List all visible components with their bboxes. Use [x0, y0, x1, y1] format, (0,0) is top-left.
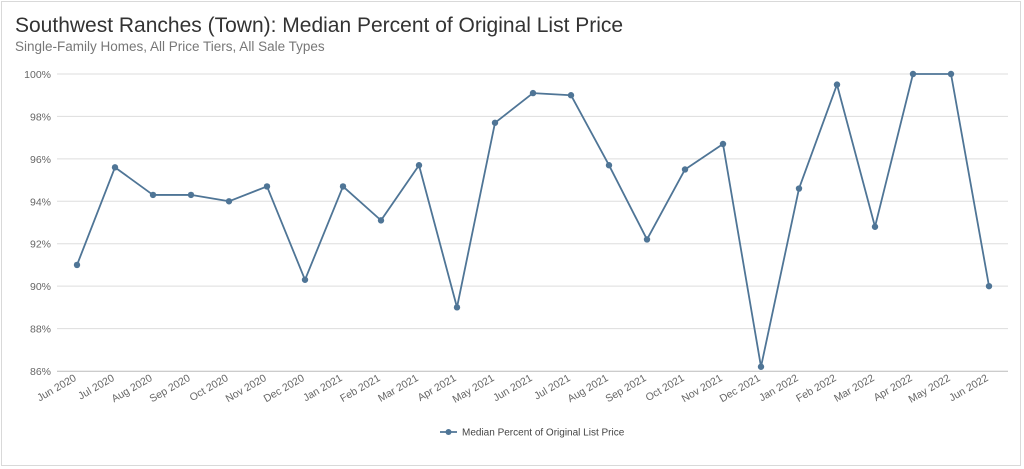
data-point	[377, 217, 385, 224]
y-tick-label: 94%	[30, 196, 51, 208]
legend-marker	[445, 429, 452, 435]
y-tick-label: 98%	[30, 111, 51, 123]
x-tick-label: Dec 2021	[718, 372, 763, 405]
x-tick-label: Aug 2021	[566, 372, 611, 405]
series-line	[76, 73, 990, 368]
data-point	[453, 304, 461, 311]
data-point	[947, 70, 955, 78]
data-point	[149, 191, 157, 199]
data-point	[795, 185, 803, 192]
data-point	[187, 191, 195, 199]
y-tick-label: 88%	[30, 324, 51, 336]
data-point	[871, 223, 879, 230]
data-point	[73, 261, 81, 269]
x-tick-label: Sep 2021	[604, 372, 649, 405]
data-point	[643, 236, 651, 243]
x-tick-label: Jan 2021	[301, 372, 345, 404]
y-tick-label: 92%	[30, 239, 51, 251]
data-point	[529, 89, 537, 97]
chart-title: Southwest Ranches (Town): Median Percent…	[15, 14, 624, 37]
x-tick-label: Aug 2020	[110, 372, 155, 405]
x-tick-label: Mar 2022	[832, 372, 877, 405]
x-tick-label: Dec 2020	[262, 372, 307, 405]
x-tick-label: Jan 2022	[757, 372, 801, 404]
x-tick-label: Oct 2021	[644, 372, 687, 404]
x-tick-label: Feb 2021	[338, 372, 383, 405]
data-point	[909, 70, 917, 78]
x-tick-label: Jun 2021	[491, 372, 535, 404]
y-tick-label: 90%	[30, 281, 51, 293]
y-tick-label: 100%	[24, 69, 51, 81]
data-point	[301, 276, 309, 283]
chart-subtitle: Single-Family Homes, All Price Tiers, Al…	[15, 39, 325, 54]
data-point	[757, 363, 765, 370]
x-tick-label: Mar 2021	[376, 372, 421, 405]
y-tick-label: 86%	[30, 366, 51, 378]
y-tick-label: 96%	[30, 154, 51, 166]
x-tick-label: Sep 2020	[148, 372, 193, 405]
x-tick-label: May 2022	[907, 372, 953, 406]
data-point	[339, 183, 347, 190]
data-point	[263, 183, 271, 190]
data-point	[111, 164, 119, 171]
data-point	[415, 162, 423, 169]
data-point	[985, 282, 993, 290]
x-tick-label: Nov 2020	[224, 372, 269, 405]
data-point	[719, 140, 727, 148]
x-tick-label: Feb 2022	[794, 372, 839, 405]
data-point	[681, 166, 689, 173]
x-tick-label: Oct 2020	[188, 372, 231, 404]
data-point	[491, 119, 499, 126]
x-tick-label: Nov 2021	[680, 372, 725, 405]
data-point	[605, 162, 613, 169]
data-point	[225, 198, 233, 205]
legend-label: Median Percent of Original List Price	[462, 428, 625, 439]
x-tick-label: Jun 2022	[947, 372, 991, 404]
data-point	[567, 92, 575, 99]
x-tick-label: May 2021	[451, 372, 497, 406]
data-point	[833, 81, 841, 88]
